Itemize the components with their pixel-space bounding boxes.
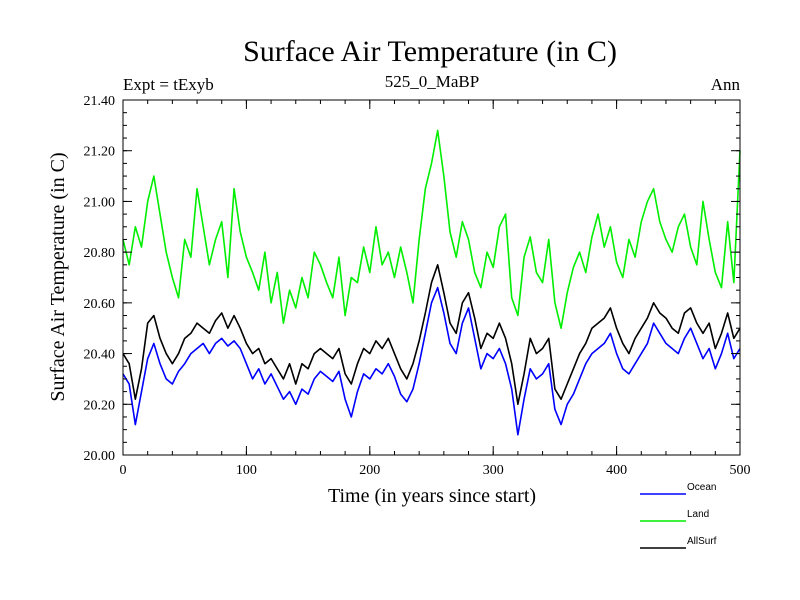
chart-title: Surface Air Temperature (in C)	[243, 35, 617, 68]
series-line-allsurf	[122, 264, 741, 406]
x-tick-label: 300	[483, 463, 504, 478]
subtitle-center: 525_0_MaBP	[385, 72, 479, 91]
subtitle-right: Ann	[711, 75, 741, 94]
x-tick-label: 400	[606, 463, 627, 478]
legend-label-ocean: Ocean	[687, 482, 716, 493]
subtitle-left: Expt = tExyb	[123, 75, 214, 94]
x-tick-label: 100	[236, 463, 257, 478]
legend-label-allsurf: AllSurf	[687, 536, 717, 547]
y-tick-label: 20.40	[84, 348, 116, 363]
y-tick-label: 21.00	[84, 195, 116, 210]
y-tick-label: 20.20	[84, 398, 116, 413]
y-tick-label: 20.80	[84, 246, 116, 261]
x-tick-label: 0	[120, 463, 127, 478]
x-tick-label: 200	[359, 463, 380, 478]
y-tick-label: 21.40	[84, 94, 116, 109]
series-line-land	[122, 129, 741, 330]
y-tick-label: 21.20	[84, 145, 116, 160]
series-line-ocean	[122, 286, 741, 436]
ticks-layer: 20.00 20.20 20.40 20.60 20.80 21.00 21.20 21.40…	[84, 94, 751, 478]
series-layer	[122, 129, 741, 436]
y-axis-label: Surface Air Temperature (in C)	[47, 152, 69, 401]
legend: Ocean Land AllSurf	[640, 482, 717, 549]
x-tick-label: 500	[730, 463, 751, 478]
y-tick-label: 20.60	[84, 297, 116, 312]
y-tick-label: 20.00	[84, 449, 116, 464]
legend-label-land: Land	[687, 509, 709, 520]
x-axis-label: Time (in years since start)	[328, 485, 536, 507]
plot-frame	[122, 99, 741, 456]
